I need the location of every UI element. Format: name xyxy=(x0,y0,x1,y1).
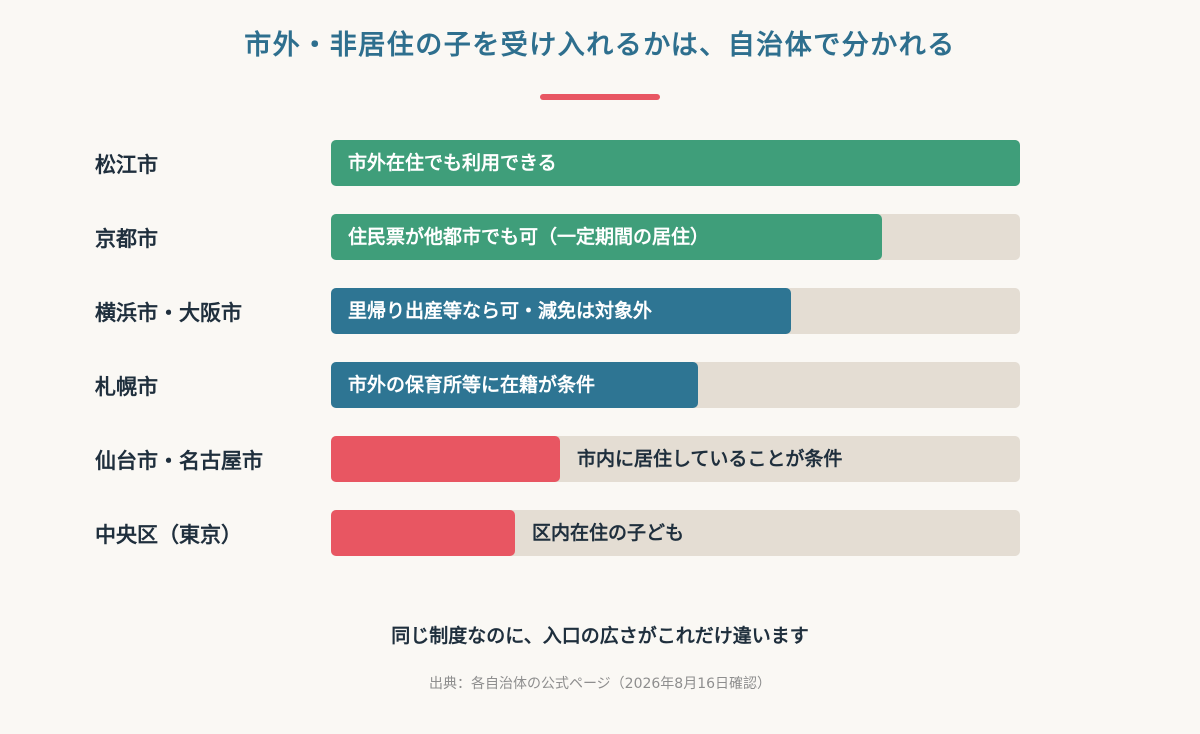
chart-row: 中央区（東京） 区内在住の子ども xyxy=(0,510,1200,556)
bar xyxy=(331,288,791,334)
bar-data-label: 里帰り出産等なら可・減免は対象外 xyxy=(348,300,653,322)
bar xyxy=(331,436,560,482)
bar-track: 市外の保育所等に在籍が条件 xyxy=(331,362,1020,408)
bar-track: 里帰り出産等なら可・減免は対象外 xyxy=(331,288,1020,334)
bar xyxy=(331,140,1020,186)
category-label: 中央区（東京） xyxy=(95,523,242,547)
chart-row: 京都市 住民票が他都市でも可（一定期間の居住） xyxy=(0,214,1200,260)
bar xyxy=(331,510,515,556)
bar-data-label: 市外の保育所等に在籍が条件 xyxy=(348,374,596,396)
bar xyxy=(331,362,698,408)
category-label: 仙台市・名古屋市 xyxy=(95,449,263,473)
bar-data-label: 区内在住の子ども xyxy=(532,522,685,544)
horizontal-bar-chart: 松江市 市外在住でも利用できる京都市 住民票が他都市でも可（一定期間の居住） 横浜市・… xyxy=(0,140,1200,560)
source-note: 出典：各自治体の公式ページ（2026年8月16日確認） xyxy=(428,676,772,692)
chart-row: 横浜市・大阪市 里帰り出産等なら可・減免は対象外 xyxy=(0,288,1200,334)
bar-data-label: 市内に居住していることが条件 xyxy=(577,448,843,470)
bar-data-label: 市外在住でも利用できる xyxy=(348,152,557,174)
title-accent-divider xyxy=(540,94,660,100)
chart-row: 仙台市・名古屋市 市内に居住していることが条件 xyxy=(0,436,1200,482)
chart-title: 市外・非居住の子を受け入れるかは、自治体で分かれる xyxy=(244,30,956,61)
category-label: 京都市 xyxy=(95,227,158,251)
bar-track: 区内在住の子ども xyxy=(331,510,1020,556)
bar-track: 市外在住でも利用できる xyxy=(331,140,1020,186)
bar-track: 住民票が他都市でも可（一定期間の居住） xyxy=(331,214,1020,260)
category-label: 横浜市・大阪市 xyxy=(95,301,242,325)
category-label: 札幌市 xyxy=(95,375,158,399)
bar-data-label: 住民票が他都市でも可（一定期間の居住） xyxy=(348,226,710,248)
summary-text: 同じ制度なのに、入口の広さがこれだけ違います xyxy=(391,625,809,647)
bar xyxy=(331,214,882,260)
category-label: 松江市 xyxy=(95,153,158,177)
chart-row: 松江市 市外在住でも利用できる xyxy=(0,140,1200,186)
chart-row: 札幌市 市外の保育所等に在籍が条件 xyxy=(0,362,1200,408)
bar-track: 市内に居住していることが条件 xyxy=(331,436,1020,482)
